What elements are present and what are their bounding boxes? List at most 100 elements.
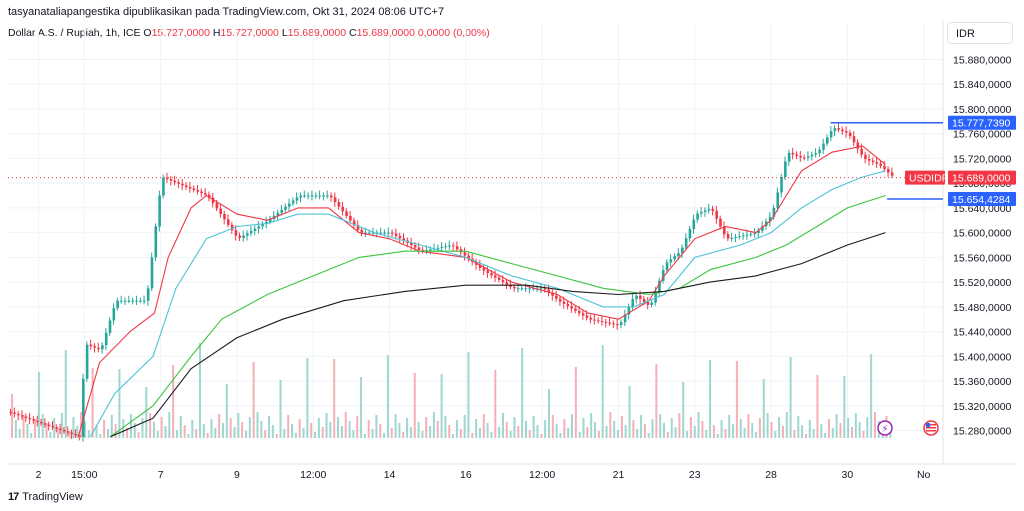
- volume-bar: [544, 420, 547, 438]
- candle-body: [425, 250, 429, 252]
- volume-bar: [279, 380, 282, 438]
- volume-bar: [751, 423, 754, 438]
- volume-bar: [294, 433, 297, 438]
- candle-body: [181, 183, 184, 186]
- volume-bar: [103, 420, 106, 438]
- candle-body: [856, 142, 860, 149]
- volume-bar: [843, 376, 846, 438]
- candle-body: [123, 300, 127, 302]
- volume-bar: [452, 434, 455, 438]
- volume-bar: [91, 368, 94, 438]
- candle-body: [330, 195, 333, 198]
- y-tick-label: 15.400,0000: [953, 351, 1012, 363]
- candle-body: [780, 176, 783, 193]
- volume-bar: [586, 427, 589, 438]
- candle-body: [177, 182, 181, 184]
- y-tick-label: 15.840,0000: [953, 79, 1012, 91]
- candle-body: [478, 264, 482, 268]
- volume-bar: [571, 414, 574, 438]
- volume-bar: [72, 417, 75, 438]
- volume-bar: [432, 412, 435, 438]
- volume-bar: [498, 427, 501, 438]
- candle-body: [436, 247, 440, 249]
- candle-body: [566, 303, 570, 307]
- volume-bar: [693, 426, 696, 438]
- candle-body: [822, 143, 825, 150]
- candle-body: [787, 152, 791, 162]
- volume-bar: [594, 422, 597, 438]
- volume-bar: [597, 431, 600, 438]
- candle-body: [162, 177, 165, 196]
- candle-body: [574, 308, 577, 311]
- candle-body: [524, 288, 528, 290]
- ema-mid-line: [89, 170, 886, 438]
- price-tag-upper-bg: [948, 115, 1016, 130]
- volume-bar: [808, 420, 811, 438]
- volume-bar: [145, 387, 148, 438]
- price-tag-current-bg: [948, 170, 1016, 185]
- x-tick-label: 28: [765, 469, 777, 481]
- candle-body: [581, 313, 585, 316]
- volume-bar: [110, 415, 113, 438]
- candle-body: [253, 228, 257, 231]
- volume-bar: [670, 418, 673, 438]
- candle-body: [429, 249, 432, 251]
- candle-body: [700, 211, 703, 214]
- currency-button[interactable]: IDR: [947, 22, 1013, 44]
- candle-body: [379, 232, 383, 234]
- candle-body: [417, 247, 421, 250]
- symbol-tag: USDIDR: [909, 173, 950, 185]
- volume-bar: [160, 417, 163, 438]
- volume-bar: [628, 386, 631, 438]
- candle-body: [288, 203, 291, 207]
- volume-bar: [218, 414, 221, 438]
- volume-bar: [87, 430, 90, 438]
- volume-bar: [674, 427, 677, 438]
- y-tick-label: 15.360,0000: [953, 376, 1012, 388]
- volume-bar: [705, 430, 708, 438]
- volume-bar: [413, 373, 416, 438]
- volume-bar: [574, 367, 577, 438]
- candle-body: [47, 424, 51, 427]
- candle-body: [78, 435, 81, 437]
- candle-body: [131, 300, 135, 302]
- volume-bar: [578, 432, 581, 438]
- candle-body: [104, 332, 108, 346]
- candle-body: [867, 159, 871, 161]
- x-tick-label: 21: [613, 469, 625, 481]
- candle-body: [93, 346, 97, 348]
- flag-stripe: [926, 427, 936, 429]
- candle-body: [207, 194, 211, 198]
- volume-bar: [141, 418, 144, 438]
- volume-bar: [245, 431, 248, 438]
- candle-body: [368, 232, 371, 234]
- volume-bar: [659, 414, 662, 438]
- candle-body: [738, 236, 741, 238]
- volume-bar: [402, 432, 405, 438]
- candle-body: [520, 288, 524, 290]
- brand-name: TradingView: [22, 491, 83, 503]
- volume-bar: [233, 427, 236, 438]
- symbol-name[interactable]: Dollar A.S. / Rupiah, 1h, ICE: [8, 27, 141, 39]
- lightning-event-icon[interactable]: [877, 420, 893, 436]
- volume-bar: [344, 412, 347, 438]
- candle-body: [860, 148, 863, 155]
- candle-body: [188, 186, 192, 189]
- candle-body: [242, 235, 245, 238]
- volume-bar: [632, 420, 635, 438]
- candle-body: [185, 185, 188, 187]
- volume-bar: [225, 384, 228, 438]
- y-tick-label: 15.320,0000: [953, 401, 1012, 413]
- candle-body: [791, 152, 795, 155]
- candle-body: [383, 232, 387, 234]
- volume-bar: [847, 418, 850, 438]
- volume-bar: [540, 434, 543, 438]
- volume-bar: [187, 434, 190, 438]
- flag-canton: [926, 423, 930, 427]
- candle-body: [890, 172, 894, 176]
- x-tick-label: 12:00: [529, 469, 555, 481]
- candle-body: [150, 257, 154, 289]
- y-tick-label: 15.880,0000: [953, 54, 1012, 66]
- volume-bar: [229, 418, 232, 438]
